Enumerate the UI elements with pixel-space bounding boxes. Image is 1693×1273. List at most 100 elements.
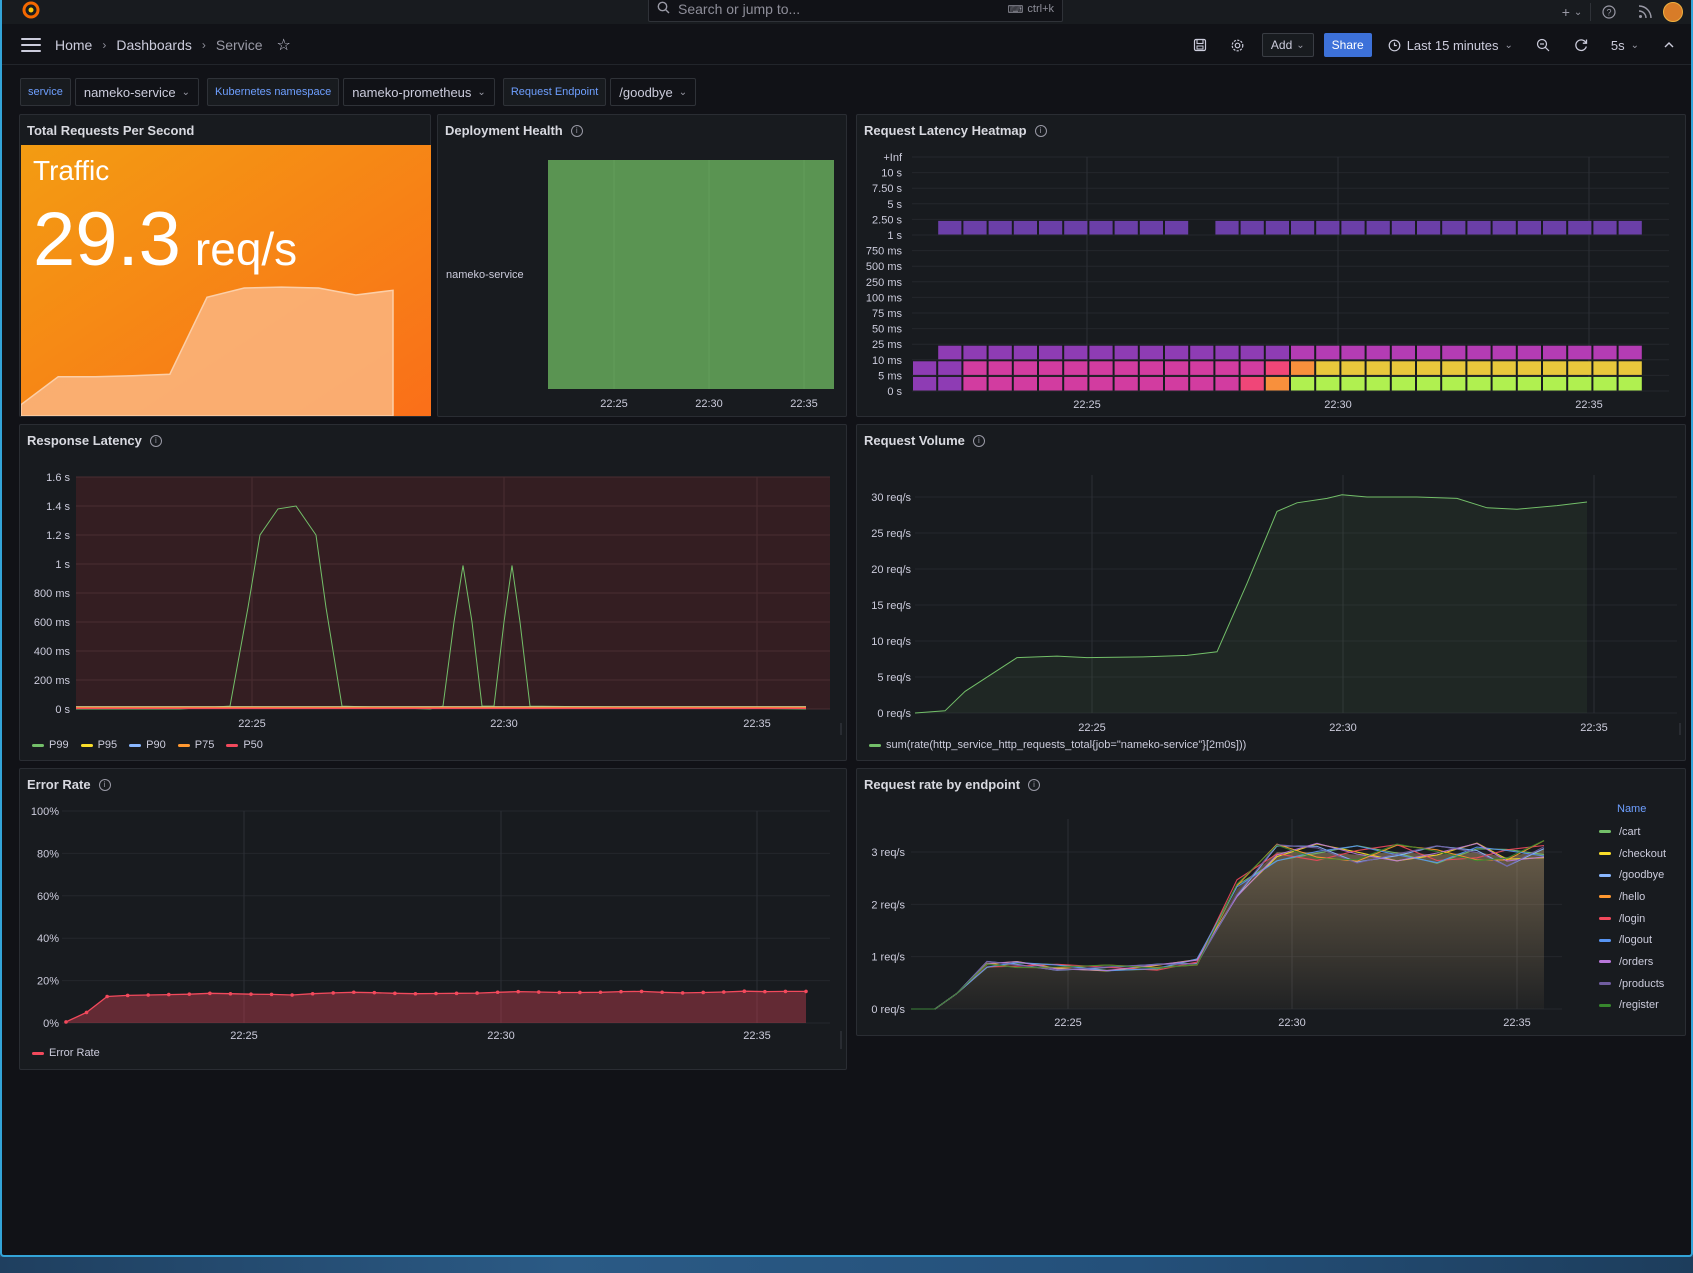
chart-legend: P99 P95 P90 P75 P50	[32, 739, 263, 751]
heatmap-cell	[1417, 376, 1441, 391]
panel-latency-heatmap[interactable]: Request Latency Heatmap i +Inf 10 s 7.50 s 5…	[856, 114, 1686, 417]
legend-item-logout[interactable]: /logout	[1591, 929, 1681, 951]
legend-item-p50[interactable]: P50	[226, 739, 263, 751]
heatmap-chart: +Inf 10 s 7.50 s 5 s 2.50 s 1 s 750 ms 500 ms 25…	[866, 152, 1669, 411]
y-tick: 75 ms	[872, 308, 902, 320]
info-icon[interactable]: i	[149, 434, 162, 447]
data-point	[393, 991, 397, 996]
legend-swatch	[1599, 830, 1611, 834]
legend-item-p99[interactable]: P99	[32, 739, 69, 751]
heatmap-cell	[1114, 376, 1138, 391]
y-tick: 400 ms	[34, 646, 71, 658]
panel-request-volume[interactable]: Request Volume i 30 req/s 25 req/s 20 req/s…	[856, 424, 1686, 761]
heatmap-cell	[1341, 220, 1365, 235]
user-avatar[interactable]	[1663, 2, 1683, 22]
legend-label: /products	[1619, 977, 1665, 990]
panel-response-latency[interactable]: Response Latency i 1.6 s 1.4 s 1.2 s 1 s 800 …	[19, 424, 847, 761]
legend-item-hello[interactable]: /hello	[1591, 886, 1681, 908]
info-icon[interactable]: i	[1034, 124, 1047, 137]
legend-item-cart[interactable]: /cart	[1591, 821, 1681, 843]
variable-select[interactable]: nameko-service ⌄	[74, 78, 199, 106]
collapse-chevron-up-icon[interactable]	[1655, 31, 1683, 59]
variable-select[interactable]: nameko-prometheus ⌄	[343, 78, 495, 106]
legend-label: /orders	[1619, 955, 1654, 968]
grafana-logo-icon[interactable]	[21, 0, 41, 20]
legend-item-login[interactable]: /login	[1591, 908, 1681, 930]
stat-value: 29.3 req/s	[33, 197, 297, 282]
data-point	[84, 1010, 89, 1015]
refresh-interval-picker[interactable]: 5s ⌄	[1610, 37, 1639, 53]
y-tick: 10 s	[881, 168, 902, 180]
settings-gear-icon[interactable]	[1224, 31, 1252, 59]
breadcrumb-home[interactable]: Home	[55, 36, 93, 53]
legend-swatch	[1599, 960, 1611, 964]
legend-item-register[interactable]: /register	[1591, 995, 1681, 1017]
y-tick: 800 ms	[34, 588, 71, 600]
legend-label: P75	[194, 739, 215, 751]
legend-header[interactable]: Name	[1617, 803, 1647, 815]
search-input[interactable]: Search or jump to... ⌨ ctrl+k	[648, 0, 1063, 22]
legend-item-p90[interactable]: P90	[129, 739, 166, 751]
panel-request-rate-endpoint[interactable]: Request rate by endpoint i 3 req/s 2 req/s…	[856, 768, 1686, 1036]
legend-item-checkout[interactable]: /checkout	[1591, 843, 1681, 865]
variable-label: service	[20, 78, 71, 106]
x-tick: 22:25	[238, 718, 266, 730]
error-rate-chart: 100% 80% 60% 40% 20% 0% 22:25 22:30 22:35	[31, 806, 842, 1049]
new-menu-button[interactable]: + ⌄	[1561, 4, 1583, 20]
add-panel-button[interactable]: Add ⌄	[1261, 33, 1314, 57]
info-icon[interactable]: i	[1028, 778, 1041, 791]
data-point	[701, 990, 706, 995]
chevron-right-icon: ›	[102, 37, 107, 52]
divider	[1590, 3, 1591, 21]
info-icon[interactable]: i	[570, 124, 583, 137]
data-point	[64, 1020, 68, 1024]
help-icon[interactable]: ?	[1591, 0, 1627, 24]
series-area	[915, 494, 1587, 713]
legend-item-p95[interactable]: P95	[80, 739, 117, 751]
refresh-icon[interactable]	[1567, 31, 1595, 59]
heatmap-cell	[1139, 345, 1163, 360]
menu-toggle-icon[interactable]	[21, 37, 41, 52]
heatmap-cell	[1165, 220, 1189, 235]
news-feed-icon[interactable]	[1627, 0, 1663, 24]
data-point	[639, 989, 644, 994]
info-icon[interactable]: i	[98, 778, 111, 791]
zoom-out-icon[interactable]	[1529, 31, 1557, 59]
legend-item[interactable]: Error Rate	[32, 1047, 100, 1059]
x-tick: 22:25	[1078, 722, 1106, 734]
save-dashboard-icon[interactable]	[1186, 31, 1214, 59]
y-tick: 0%	[43, 1018, 59, 1030]
info-icon[interactable]: i	[972, 434, 985, 447]
breadcrumb-dashboards[interactable]: Dashboards	[116, 36, 192, 53]
legend-label: P50	[243, 739, 263, 751]
favorite-star-icon[interactable]: ☆	[276, 36, 291, 54]
share-button[interactable]: Share	[1323, 33, 1372, 57]
heatmap-cell	[1517, 361, 1541, 375]
legend-label: /hello	[1619, 890, 1646, 903]
y-tick: 0 s	[887, 386, 902, 398]
heatmap-cell	[1568, 345, 1592, 360]
panel-deployment-health[interactable]: Deployment Health i nameko-service 22:25 …	[437, 114, 847, 417]
time-range-picker[interactable]: Last 15 minutes ⌄	[1382, 38, 1519, 53]
heatmap-cell	[1165, 345, 1189, 360]
legend-swatch	[32, 743, 44, 747]
legend-label: P99	[49, 739, 69, 751]
variable-select[interactable]: /goodbye ⌄	[610, 78, 697, 106]
legend-item[interactable]: sum(rate(http_service_http_requests_tota…	[869, 739, 1246, 751]
legend-item-p75[interactable]: P75	[177, 739, 215, 751]
heatmap-cell	[1215, 345, 1239, 360]
heatmap-cell	[1039, 345, 1063, 360]
legend-item-goodbye[interactable]: /goodbye	[1591, 864, 1681, 886]
deployment-status-timeline: nameko-service 22:25 22:30 22:35	[446, 160, 834, 410]
legend-item-orders[interactable]: /orders	[1591, 951, 1681, 973]
legend-label: /goodbye	[1619, 869, 1665, 882]
x-tick: 22:30	[1278, 1017, 1306, 1029]
x-tick: 22:35	[1580, 722, 1608, 734]
heatmap-cell	[1089, 345, 1113, 360]
panel-total-requests[interactable]: Total Requests Per Second Traffic 29.3 re…	[19, 114, 431, 417]
data-point	[331, 991, 336, 995]
panel-title: Error Rate i	[27, 777, 111, 792]
heatmap-cell	[1517, 376, 1541, 391]
legend-item-products[interactable]: /products	[1591, 973, 1681, 995]
panel-error-rate[interactable]: Error Rate i 100% 80% 60% 40% 20% 0% 22:25 22:30…	[19, 768, 847, 1070]
